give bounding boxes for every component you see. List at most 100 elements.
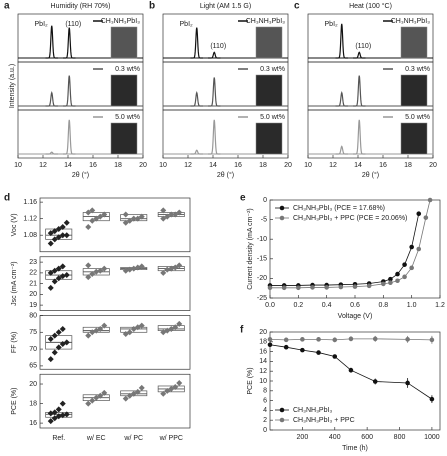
inset-photo [400,26,428,59]
marker [267,285,273,291]
y-tick-label: 8 [263,388,267,395]
point [134,388,141,395]
point [172,324,179,331]
point [176,320,183,327]
x-tick-label: 10 [14,162,22,169]
point [85,223,92,230]
marker [372,336,378,342]
legend-label: CH₃NH₃PbI₃ [293,407,332,414]
x-axis-label: 2θ (°) [72,171,89,179]
x-axis-label: 2θ (°) [362,171,379,179]
y-tick-label: 16 [259,348,267,355]
subplot-frame [39,315,191,370]
peak-label: PbI₂ [325,21,339,28]
peak [353,75,366,107]
x-tick-label: 800 [394,434,406,441]
y-tick-label: -25 [257,295,267,302]
inset-photo [255,122,283,155]
x-tick-label: 10 [304,162,312,169]
point [51,409,58,416]
x-tick-label: 14 [209,162,217,169]
point [47,410,54,417]
point [59,232,66,239]
legend-label: 5.0 wt% [405,114,430,121]
panel-label: d [4,193,10,204]
marker [283,344,289,350]
y-tick-label: -10 [257,236,267,243]
inset-photo [255,26,283,59]
peak-label: (110) [210,43,226,50]
legend-label: 0.3 wt% [115,66,140,73]
y-tick-label: 4 [263,407,267,414]
y-tick-label: 65 [29,363,37,370]
y-axis-label: Jsc (mA cm⁻²) [11,261,18,306]
marker [405,380,410,386]
point [97,392,104,399]
x-tick-label: 12 [184,162,192,169]
peak-label: (110) [65,21,81,28]
point [47,269,54,276]
y-tick-label: 6 [263,397,267,404]
peak [45,91,58,107]
point [138,213,145,220]
legend-label: 0.3 wt% [405,66,430,73]
point [160,390,167,397]
y-tick-label: 0 [263,427,267,434]
marker [267,342,273,348]
point [122,211,129,218]
point [176,262,183,269]
x-tick-label: 1.2 [435,302,445,309]
legend-label: 5.0 wt% [260,114,285,121]
subplot-frame [17,109,144,159]
point [160,215,167,222]
legend-label: CH₃NH₃PbI₃ + PPC [293,417,355,424]
y-tick-label: 18 [259,339,267,346]
point [85,262,92,269]
point [55,275,62,282]
point [63,411,70,418]
peak [190,149,203,155]
point [89,397,96,404]
point [160,207,167,214]
point [101,389,108,396]
point [85,332,92,339]
point [51,228,58,235]
point [47,284,54,291]
point [51,349,58,356]
marker [348,336,354,342]
peak [335,145,348,155]
point [55,226,62,233]
point [47,230,54,237]
y-axis-label: PCE (%) [11,388,18,415]
y-tick-label: 19 [29,302,37,309]
point [47,240,54,247]
y-tick-label: 1.12 [23,216,37,223]
x-tick-label: 0.4 [322,302,332,309]
legend-marker [279,417,285,423]
marker [372,379,378,384]
marker [416,246,422,252]
y-tick-label: 22 [29,270,37,277]
marker [296,285,301,291]
y-tick-label: 10 [259,378,267,385]
point [97,213,104,220]
x-tick-label: 0.8 [378,302,388,309]
y-tick-label: 75 [29,329,37,336]
x-tick-label: Ref. [52,435,65,442]
legend-label: CH₃NH₃PbI₃ [101,18,140,25]
marker [395,271,400,277]
marker [381,281,386,287]
x-tick-label: 1.0 [407,302,417,309]
y-tick-label: 14 [259,358,267,365]
panel-title: Heat (100 °C) [349,2,392,10]
y-tick-label: -20 [257,275,267,282]
subplot-frame [162,109,289,159]
peak-label: PbI₂ [35,21,49,28]
legend-label: CH₃NH₃PbI₃ [246,18,285,25]
point [59,400,66,407]
point [59,325,66,332]
point [47,418,54,425]
y-tick-label: 16 [29,420,37,427]
y-tick-label: 0 [263,197,267,204]
point [51,332,58,339]
